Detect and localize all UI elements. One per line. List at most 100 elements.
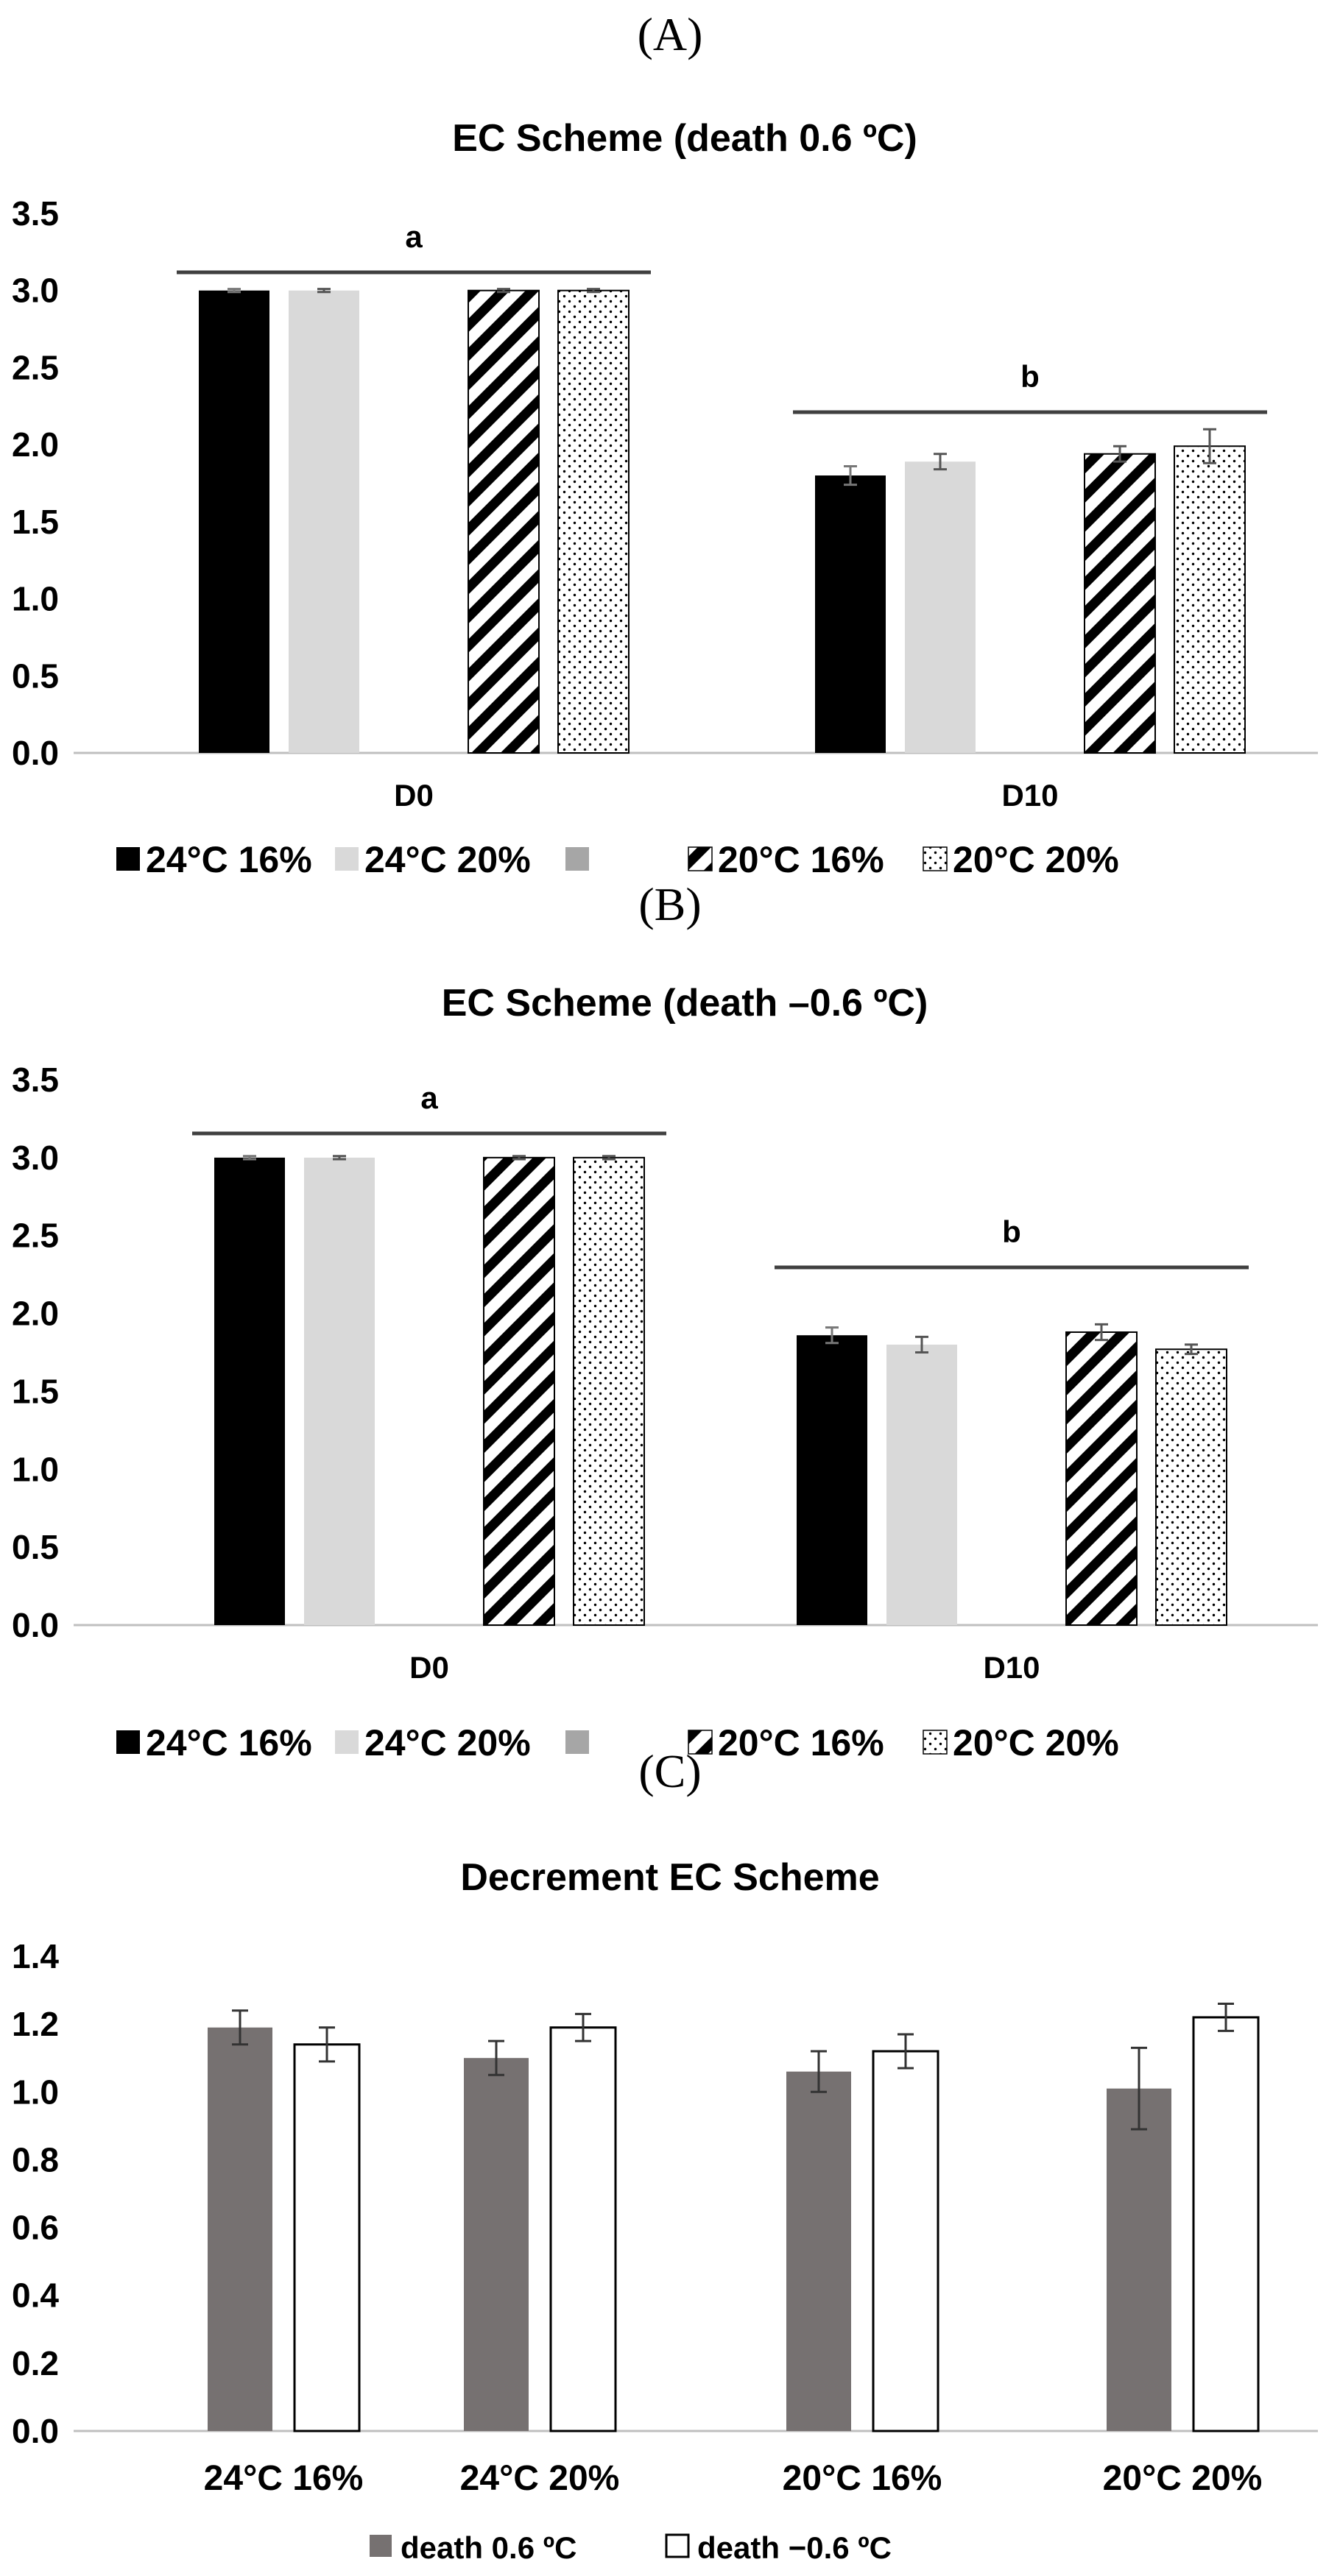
y-tick-label: 1.5 bbox=[12, 1372, 59, 1410]
error-bar bbox=[602, 1155, 616, 1161]
legend-label: 24°C 16% bbox=[146, 839, 312, 880]
error-bar bbox=[934, 453, 947, 471]
chart-b-legend: 24°C 16% 24°C 20% 20°C 16% 20°C 20% bbox=[116, 1722, 1119, 1763]
y-tick-label: 0.5 bbox=[12, 657, 59, 695]
legend-swatch bbox=[923, 1730, 948, 1755]
x-category-label: 20°C 16% bbox=[783, 2459, 942, 2498]
chart-a-legend: 24°C 16% 24°C 20% 20°C 16% 20°C 20% bbox=[116, 839, 1119, 880]
bar-d10-series-0 bbox=[815, 475, 886, 753]
y-tick-label: 2.0 bbox=[12, 1295, 59, 1333]
chart-c-legend: death 0.6 ºC death −0.6 ºC bbox=[370, 2530, 892, 2565]
y-tick-label: 1.0 bbox=[12, 1450, 59, 1488]
x-category-label: D0 bbox=[409, 1650, 449, 1685]
y-tick-label: 1.4 bbox=[12, 1937, 59, 1975]
panel-label-b: (B) bbox=[638, 878, 701, 930]
error-bar bbox=[575, 2012, 591, 2042]
bar-c-1-series-1 bbox=[549, 2026, 617, 2432]
bar-c-3-series-1 bbox=[1192, 2016, 1260, 2432]
legend-swatch bbox=[688, 846, 713, 871]
y-tick-label: 0.6 bbox=[12, 2209, 59, 2247]
error-bar bbox=[1095, 1323, 1108, 1342]
bar-d0-series-1 bbox=[304, 1157, 375, 1625]
error-bar bbox=[317, 288, 331, 294]
bar-d10-series-3 bbox=[1084, 453, 1156, 754]
legend-label: 24°C 20% bbox=[364, 839, 531, 880]
y-tick-label: 0.8 bbox=[12, 2140, 59, 2179]
error-bar bbox=[243, 1155, 256, 1161]
error-bar bbox=[333, 1155, 346, 1161]
bar-c-0-series-0 bbox=[208, 2027, 272, 2431]
significance-letter: b bbox=[1002, 1214, 1021, 1249]
bar-d10-series-3 bbox=[1065, 1331, 1138, 1627]
y-tick-label: 3.0 bbox=[12, 1139, 59, 1177]
bar-d0-series-3 bbox=[468, 289, 540, 754]
error-bar bbox=[1203, 428, 1216, 464]
bar-d0-series-4 bbox=[557, 289, 630, 754]
legend-swatch bbox=[565, 847, 589, 871]
legend-label: 20°C 20% bbox=[953, 839, 1119, 880]
error-bar bbox=[587, 288, 600, 294]
x-category-label: 20°C 20% bbox=[1103, 2459, 1263, 2498]
y-tick-label: 1.0 bbox=[12, 2073, 59, 2111]
legend-swatch bbox=[565, 1730, 589, 1754]
bar-d0-series-1 bbox=[289, 290, 359, 753]
error-bar bbox=[811, 2050, 827, 2093]
error-bar bbox=[1218, 2003, 1234, 2032]
significance-letter: b bbox=[1020, 359, 1040, 394]
y-tick-label: 1.2 bbox=[12, 2005, 59, 2043]
error-bar bbox=[825, 1326, 839, 1345]
error-bar bbox=[1131, 2046, 1147, 2131]
bar-c-1-series-0 bbox=[464, 2058, 529, 2431]
legend-swatch bbox=[688, 1730, 713, 1755]
error-bar bbox=[228, 288, 241, 294]
legend-swatch bbox=[665, 2533, 690, 2558]
error-bar bbox=[915, 1335, 928, 1354]
bar-d10-series-4 bbox=[1155, 1348, 1227, 1627]
legend-label: death 0.6 ºC bbox=[401, 2530, 576, 2565]
error-bar bbox=[1185, 1343, 1198, 1356]
chart-b-title: EC Scheme (death –0.6 ºC) bbox=[442, 982, 928, 1025]
x-category-label: D0 bbox=[394, 778, 434, 813]
panel-label-a: (A) bbox=[638, 8, 703, 60]
x-category-label: D10 bbox=[1001, 778, 1058, 813]
y-tick-label: 0.4 bbox=[12, 2276, 59, 2315]
y-tick-label: 0.0 bbox=[12, 1606, 59, 1644]
error-bar bbox=[1113, 445, 1126, 463]
bar-d0-series-0 bbox=[199, 290, 269, 753]
significance-letter: a bbox=[420, 1080, 438, 1115]
bar-c-2-series-0 bbox=[786, 2071, 851, 2431]
error-bar bbox=[232, 2009, 248, 2046]
bar-d0-series-0 bbox=[214, 1157, 285, 1625]
legend-swatch bbox=[923, 846, 948, 871]
y-tick-label: 0.5 bbox=[12, 1528, 59, 1566]
legend-label: 20°C 20% bbox=[953, 1722, 1119, 1763]
legend-swatch bbox=[335, 847, 359, 871]
legend-swatch bbox=[116, 847, 140, 871]
bar-d0-series-4 bbox=[573, 1156, 645, 1627]
y-tick-label: 2.0 bbox=[12, 425, 59, 464]
error-bar bbox=[844, 464, 857, 486]
error-bar bbox=[898, 2033, 914, 2070]
y-tick-label: 1.0 bbox=[12, 580, 59, 618]
legend-swatch bbox=[370, 2535, 392, 2557]
error-bar bbox=[488, 2039, 504, 2076]
error-bar bbox=[497, 288, 510, 294]
chart-c-title: Decrement EC Scheme bbox=[460, 1856, 879, 1899]
x-category-label: D10 bbox=[983, 1650, 1040, 1685]
x-category-label: 24°C 20% bbox=[460, 2459, 620, 2498]
chart-a-title: EC Scheme (death 0.6 ºC) bbox=[452, 117, 917, 160]
legend-label: 20°C 16% bbox=[718, 1722, 884, 1763]
y-tick-label: 2.5 bbox=[12, 1217, 59, 1255]
bar-d10-series-4 bbox=[1174, 445, 1246, 754]
bar-d10-series-0 bbox=[797, 1335, 867, 1625]
bar-d10-series-1 bbox=[905, 461, 976, 753]
bar-c-3-series-0 bbox=[1107, 2088, 1171, 2431]
y-tick-label: 2.5 bbox=[12, 348, 59, 386]
chart-a: EC Scheme (death 0.6 ºC) 0.0 0.5 1.0 1.5 2.0… bbox=[12, 117, 1318, 880]
legend-label: 20°C 16% bbox=[718, 839, 884, 880]
chart-c: Decrement EC Scheme 0.0 0.2 0.4 0.6 0.8 1.0 1.… bbox=[12, 1856, 1318, 2565]
y-tick-label: 0.0 bbox=[12, 734, 59, 772]
y-tick-label: 1.5 bbox=[12, 503, 59, 541]
y-tick-label: 3.5 bbox=[12, 1061, 59, 1099]
